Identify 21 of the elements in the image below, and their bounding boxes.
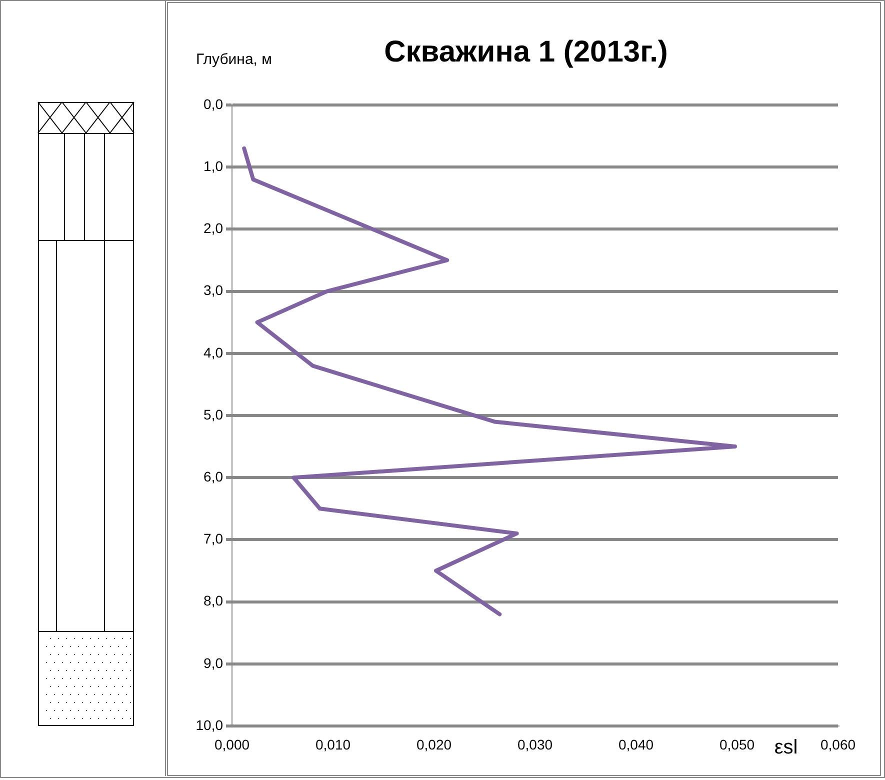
x-tick-label: 0,040 — [618, 736, 654, 752]
y-tick-label: 0,0 — [204, 96, 224, 112]
y-tick-label: 7,0 — [204, 530, 224, 547]
chart-title: Скважина 1 (2013г.) — [384, 35, 668, 68]
x-tick-label: 0,000 — [214, 736, 250, 752]
y-tick-label: 1,0 — [204, 158, 224, 174]
x-axis-title: εsl — [774, 736, 798, 759]
y-tick-label: 9,0 — [204, 654, 224, 671]
y-tick-label: 2,0 — [204, 220, 224, 236]
y-tick-label: 4,0 — [204, 344, 224, 360]
x-tick-label: 0,010 — [315, 736, 351, 752]
y-tick-label: 5,0 — [204, 406, 224, 422]
y-tick-label: 6,0 — [204, 468, 224, 484]
x-tick-label: 0,030 — [517, 736, 553, 752]
x-tick-label: 0,060 — [820, 736, 856, 752]
x-tick-label: 0,050 — [719, 736, 755, 752]
y-tick-label: 8,0 — [204, 592, 224, 609]
y-tick-label: 10,0 — [196, 716, 224, 733]
y-axis-title: Глубина, м — [196, 51, 272, 68]
x-tick-label: 0,020 — [416, 736, 452, 752]
y-tick-label: 3,0 — [204, 282, 224, 298]
